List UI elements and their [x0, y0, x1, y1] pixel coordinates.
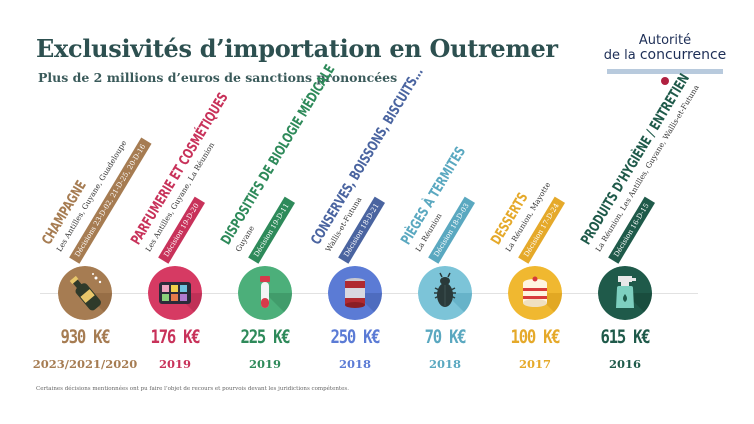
logo-line2-prefix: de la	[603, 48, 640, 63]
logo-line1: Autorité	[638, 33, 692, 48]
termite-icon	[418, 266, 472, 320]
item-amount: 615 K€	[600, 326, 651, 348]
dessert-cake-icon	[508, 266, 562, 320]
item-year: 2018	[428, 357, 461, 371]
logo-line2: de la concurrence	[600, 47, 730, 64]
logo-bar	[607, 69, 723, 74]
item-amount: 100 K€	[510, 326, 561, 348]
item-year: 2017	[518, 357, 551, 371]
item-amount: 225 K€	[240, 326, 291, 348]
item-territories: La Réunion	[413, 211, 444, 254]
item-year: 2019	[158, 357, 191, 371]
page-subtitle: Plus de 2 millions d’euros de sanctions …	[38, 70, 398, 85]
page-title: Exclusivités d’importation en Outremer	[36, 34, 558, 63]
autorite-concurrence-logo: Autorité de la concurrence	[600, 33, 730, 85]
champagne-bottle-icon	[58, 266, 112, 320]
item-amount: 250 K€	[330, 326, 381, 348]
item-year: 2018	[338, 357, 371, 371]
item-year: 2019	[248, 357, 281, 371]
item-year: 2016	[608, 357, 641, 371]
logo-dot	[661, 77, 669, 85]
item-amount: 70 K€	[424, 326, 467, 348]
test-tube-icon	[238, 266, 292, 320]
logo-line2-main: concurrence	[639, 47, 727, 63]
item-label: DESSERTS La Réunion, Mayotte Décision 17…	[488, 172, 569, 264]
item-amount: 930 K€	[60, 326, 111, 348]
canned-food-icon	[328, 266, 382, 320]
spray-bottle-icon	[598, 266, 652, 320]
item-year: 2023/2021/2020	[32, 357, 138, 371]
item-amount: 176 K€	[150, 326, 201, 348]
makeup-palette-icon	[148, 266, 202, 320]
footnote: Certaines décisions mentionnées ont pu f…	[36, 386, 349, 392]
